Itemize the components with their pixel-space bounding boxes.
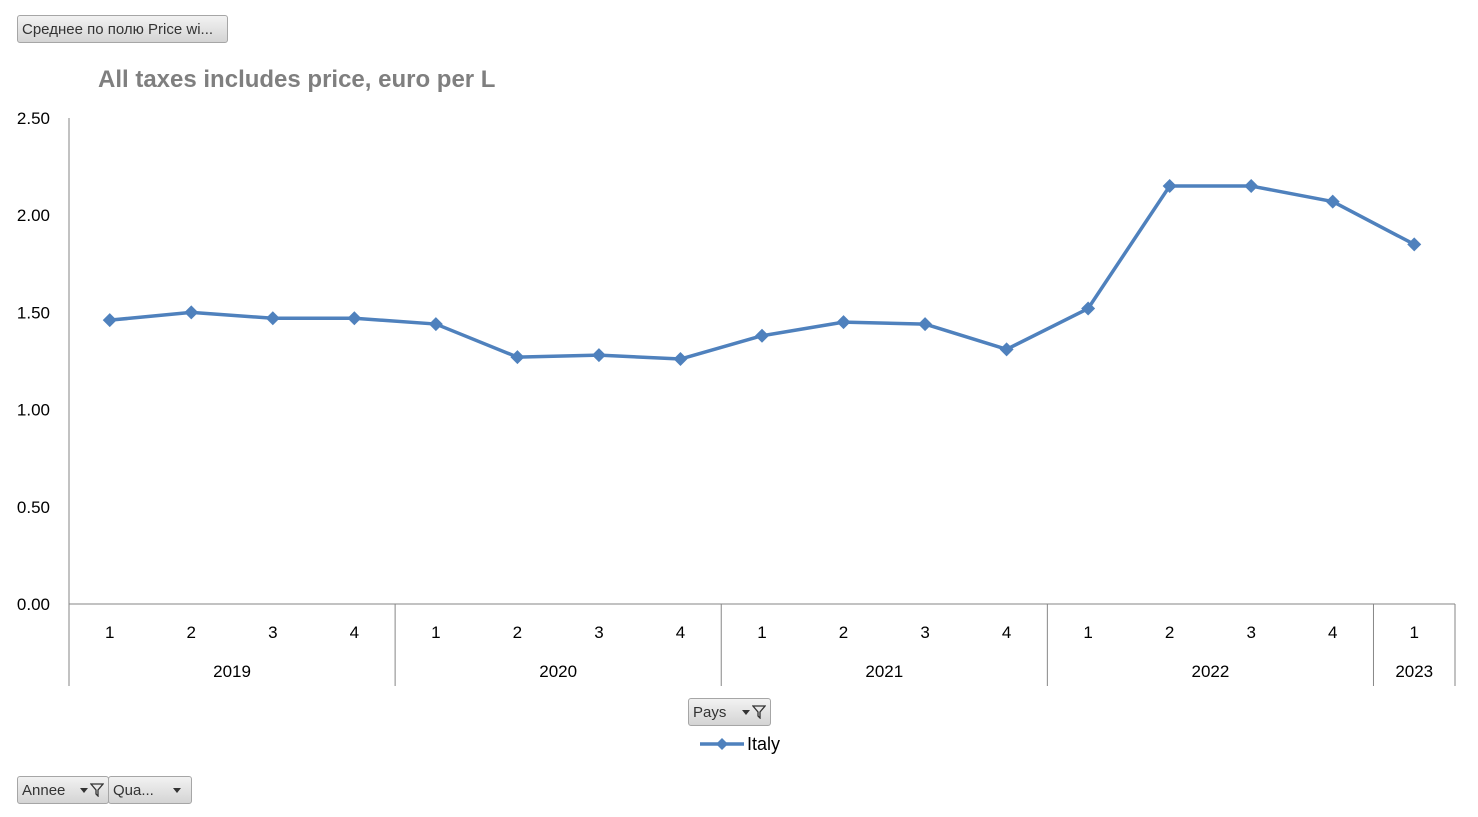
data-point — [836, 315, 851, 330]
x-group-label: 2020 — [539, 662, 577, 681]
x-tick-label: 1 — [1083, 623, 1092, 642]
data-point — [999, 342, 1014, 357]
x-tick-label: 2 — [839, 623, 848, 642]
data-point — [591, 348, 606, 363]
x-tick-label: 4 — [676, 623, 685, 642]
data-point — [1325, 194, 1340, 209]
data-point — [428, 317, 443, 332]
x-tick-label: 3 — [920, 623, 929, 642]
pays-filter-button[interactable]: Pays — [688, 698, 771, 726]
chevron-down-icon — [173, 787, 181, 793]
quarter-filter-label: Qua... — [113, 781, 154, 799]
legend: Italy — [700, 732, 780, 756]
y-tick-label: 0.00 — [17, 595, 50, 614]
y-tick-label: 2.50 — [17, 109, 50, 128]
data-point — [347, 311, 362, 326]
filter-icon — [752, 705, 766, 719]
y-tick-label: 2.00 — [17, 206, 50, 225]
x-group-label: 2023 — [1395, 662, 1433, 681]
x-tick-label: 4 — [1002, 623, 1011, 642]
pays-filter-label: Pays — [693, 703, 727, 721]
x-tick-label: 1 — [431, 623, 440, 642]
x-tick-label: 3 — [594, 623, 603, 642]
filter-icon — [90, 783, 104, 797]
x-tick-label: 2 — [513, 623, 522, 642]
series-group — [102, 179, 1422, 367]
x-tick-label: 2 — [187, 623, 196, 642]
annee-filter-label: Annee — [22, 781, 66, 799]
x-group-label: 2019 — [213, 662, 251, 681]
x-tick-label: 3 — [268, 623, 277, 642]
value-field-button[interactable]: Среднее по полю Price wi... — [17, 15, 228, 43]
data-point — [1081, 301, 1096, 316]
data-point — [184, 305, 199, 320]
x-tick-label: 1 — [1410, 623, 1419, 642]
x-tick-label: 1 — [757, 623, 766, 642]
x-axis: 1 2 3 4 2019 1 2 3 4 2020 1 2 3 4 2021 1 2 3 4 2022 1 2023 — [68, 603, 1456, 686]
y-tick-label: 1.50 — [17, 303, 50, 322]
chart-title: All taxes includes price, euro per L — [98, 66, 495, 93]
chevron-down-icon — [80, 787, 88, 793]
x-group-label: 2022 — [1191, 662, 1229, 681]
legend-label-italy: Italy — [747, 733, 781, 754]
y-tick-label: 1.00 — [17, 401, 50, 420]
data-point — [510, 350, 525, 365]
quarter-filter-button[interactable]: Qua... — [108, 776, 192, 804]
data-point — [1162, 179, 1177, 194]
y-tick-label: 0.50 — [17, 498, 50, 517]
legend-marker — [700, 738, 744, 750]
x-tick-label: 4 — [1328, 623, 1337, 642]
annee-filter-button[interactable]: Annee — [17, 776, 109, 804]
data-point — [1244, 179, 1259, 194]
data-point — [755, 328, 769, 343]
x-tick-label: 3 — [1246, 623, 1255, 642]
data-point — [1407, 237, 1422, 252]
x-tick-label: 1 — [105, 623, 114, 642]
x-group-label: 2021 — [865, 662, 903, 681]
x-tick-label: 4 — [350, 623, 359, 642]
chevron-down-icon — [742, 709, 750, 715]
y-axis: 0.00 0.50 1.00 1.50 2.00 2.50 — [17, 109, 70, 614]
data-point — [918, 317, 933, 332]
data-point — [102, 313, 117, 328]
x-tick-label: 2 — [1165, 623, 1174, 642]
data-point — [265, 311, 280, 326]
data-point — [673, 352, 688, 367]
